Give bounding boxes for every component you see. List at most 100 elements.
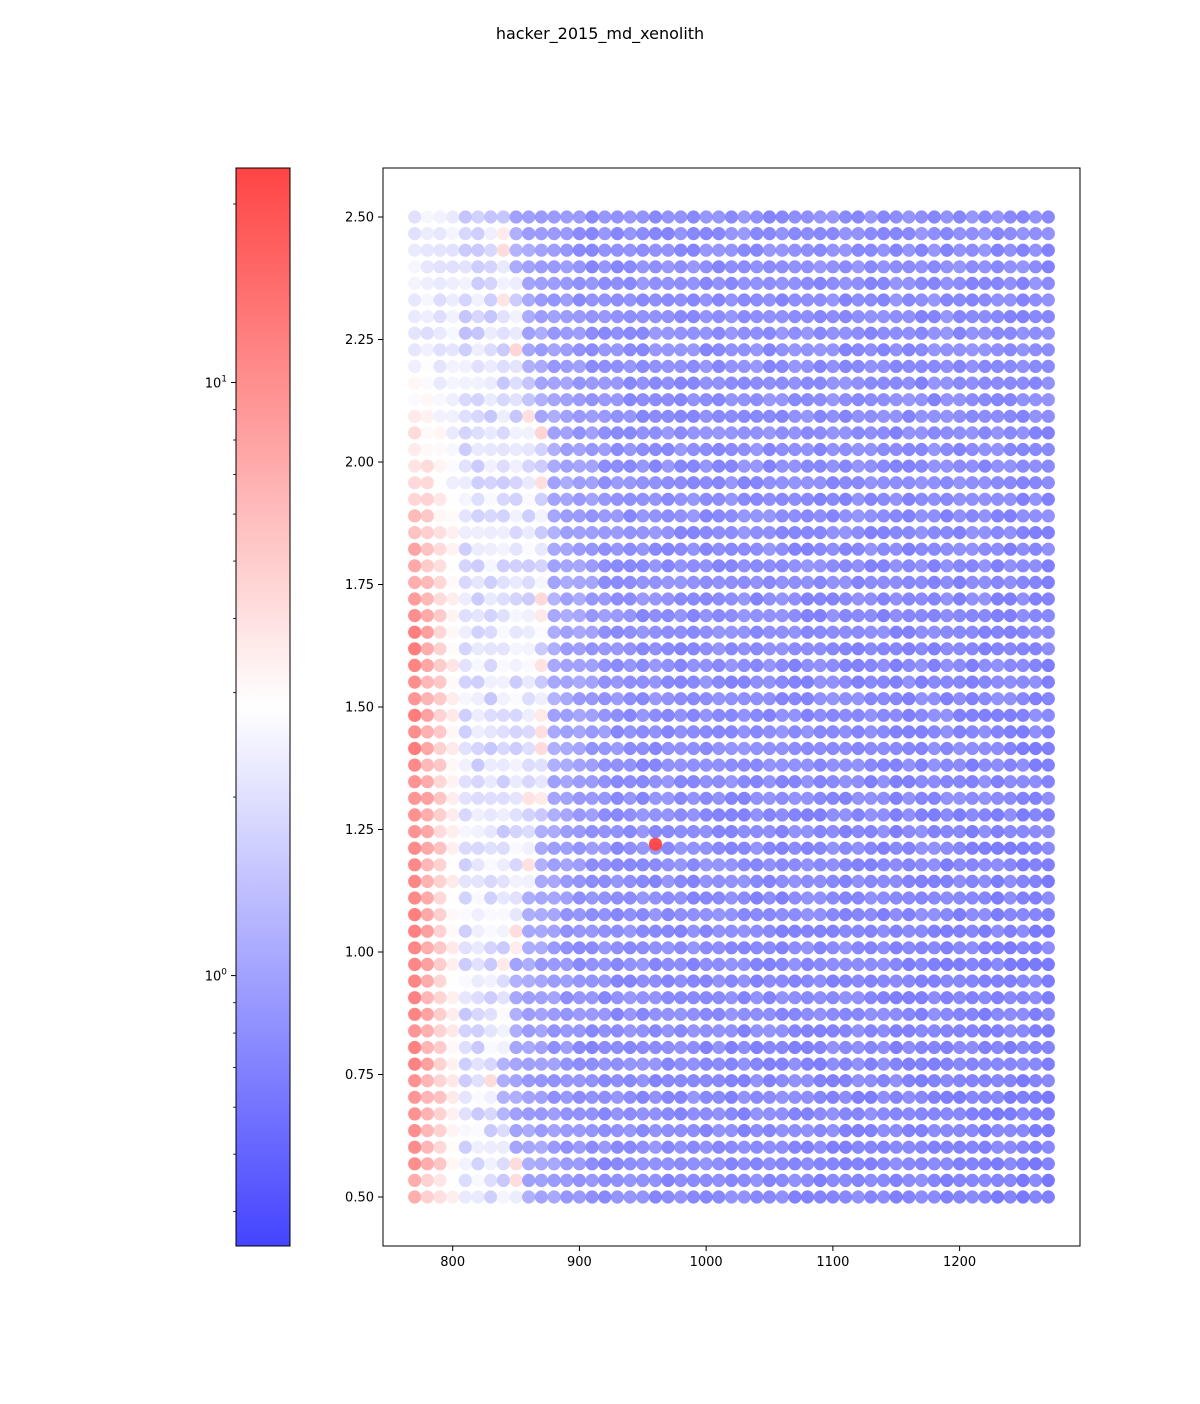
scatter-point xyxy=(737,808,751,822)
scatter-point xyxy=(699,808,713,822)
scatter-point xyxy=(610,941,625,955)
scatter-point xyxy=(737,276,751,290)
scatter-point xyxy=(775,526,789,540)
scatter-point xyxy=(927,1007,941,1021)
scatter-point xyxy=(560,825,574,839)
scatter-point xyxy=(965,1040,979,1055)
scatter-point xyxy=(915,293,929,307)
scatter-point xyxy=(813,708,827,722)
scatter-point xyxy=(471,293,485,307)
scatter-point xyxy=(826,1057,840,1071)
scatter-point xyxy=(674,426,688,440)
scatter-point xyxy=(699,957,713,972)
scatter-point xyxy=(991,542,1005,556)
scatter-point xyxy=(889,775,903,789)
scatter-point xyxy=(965,658,979,673)
scatter-point xyxy=(572,1074,587,1088)
scatter-point xyxy=(484,293,498,307)
scatter-point xyxy=(1041,908,1055,922)
scatter-point xyxy=(610,1190,625,1204)
scatter-point xyxy=(877,542,891,556)
scatter-point xyxy=(1041,841,1055,855)
scatter-point xyxy=(775,957,789,972)
scatter-point xyxy=(623,293,637,307)
scatter-point xyxy=(915,974,929,988)
scatter-point xyxy=(978,841,992,855)
scatter-point xyxy=(433,708,447,722)
scatter-point xyxy=(953,841,967,855)
scatter-point xyxy=(636,642,650,656)
scatter-point xyxy=(636,243,650,257)
scatter-point xyxy=(877,559,891,573)
scatter-point xyxy=(686,775,701,789)
scatter-point xyxy=(762,991,777,1005)
scatter-point xyxy=(762,227,777,241)
scatter-point xyxy=(484,426,498,440)
scatter-point xyxy=(877,908,891,922)
scatter-point xyxy=(991,741,1005,756)
scatter-point xyxy=(724,575,739,590)
scatter-point xyxy=(534,991,549,1005)
scatter-point xyxy=(433,1190,447,1204)
scatter-point xyxy=(902,227,916,241)
scatter-point xyxy=(686,376,701,390)
scatter-point xyxy=(471,1007,485,1021)
scatter-point xyxy=(1041,426,1055,440)
scatter-point xyxy=(877,459,891,473)
scatter-point xyxy=(712,459,726,473)
scatter-point xyxy=(1003,675,1017,689)
scatter-point xyxy=(851,609,865,623)
scatter-point xyxy=(1029,1040,1043,1055)
scatter-point xyxy=(724,708,739,722)
scatter-point xyxy=(534,359,549,373)
scatter-point xyxy=(750,741,764,756)
scatter-point xyxy=(889,276,903,290)
scatter-point xyxy=(433,625,447,639)
scatter-point xyxy=(1016,310,1030,324)
scatter-point xyxy=(788,575,802,590)
scatter-point xyxy=(547,775,561,789)
scatter-point xyxy=(877,708,891,722)
scatter-point xyxy=(636,592,650,606)
scatter-point xyxy=(775,775,789,789)
scatter-point xyxy=(839,658,853,673)
scatter-point xyxy=(1029,758,1043,772)
scatter-point xyxy=(889,741,903,756)
scatter-point xyxy=(800,260,815,274)
scatter-point xyxy=(813,1107,827,1121)
scatter-point xyxy=(978,1157,992,1171)
scatter-point xyxy=(522,891,536,905)
scatter-point xyxy=(788,592,802,606)
scatter-point xyxy=(813,1173,827,1187)
scatter-point xyxy=(712,509,726,523)
scatter-point xyxy=(750,675,764,689)
scatter-point xyxy=(686,326,701,340)
scatter-point xyxy=(927,409,941,423)
scatter-point xyxy=(496,741,510,756)
scatter-point xyxy=(446,459,460,473)
scatter-point xyxy=(889,941,903,955)
scatter-point xyxy=(1016,625,1030,639)
scatter-point xyxy=(699,974,713,988)
scatter-point xyxy=(1029,642,1043,656)
scatter-point xyxy=(940,476,954,490)
scatter-point xyxy=(724,376,739,390)
scatter-point xyxy=(610,658,625,673)
scatter-point xyxy=(788,791,802,805)
scatter-point xyxy=(433,808,447,822)
scatter-point xyxy=(433,492,447,506)
scatter-point xyxy=(408,658,422,673)
scatter-point xyxy=(762,575,777,590)
scatter-point xyxy=(648,592,663,606)
scatter-point xyxy=(585,1157,599,1171)
scatter-point xyxy=(940,1007,954,1021)
scatter-point xyxy=(902,692,916,706)
scatter-point xyxy=(927,1057,941,1071)
scatter-point xyxy=(724,1190,739,1204)
scatter-point xyxy=(699,692,713,706)
scatter-point xyxy=(978,741,992,756)
scatter-point xyxy=(737,941,751,955)
scatter-point xyxy=(674,492,688,506)
scatter-point xyxy=(534,874,549,889)
scatter-point xyxy=(991,1074,1005,1088)
